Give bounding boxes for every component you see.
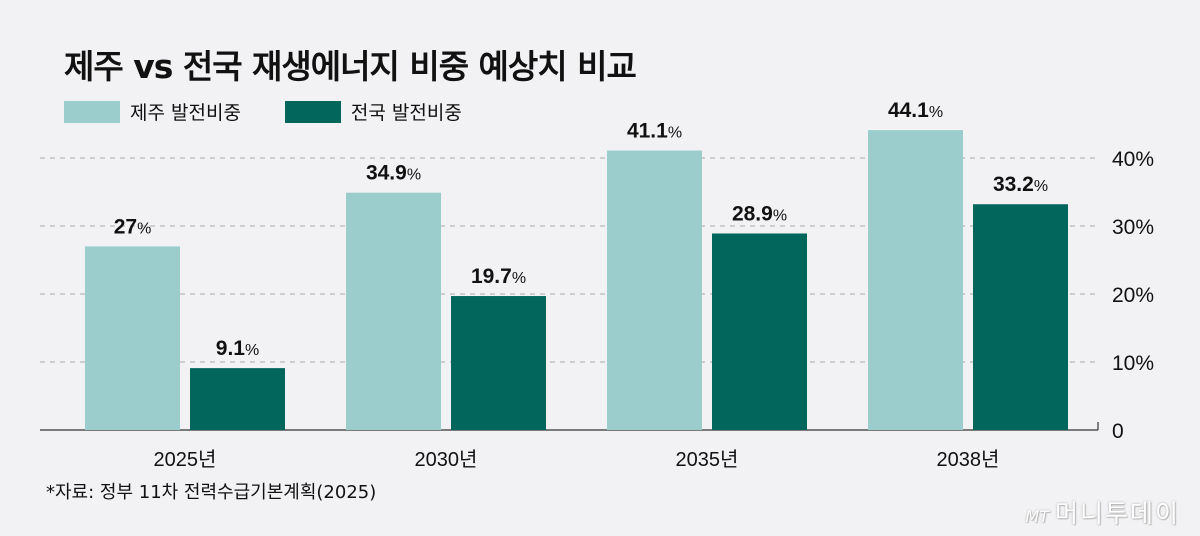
bar-national xyxy=(973,204,1068,430)
bar-national xyxy=(712,233,807,430)
data-label: 19.7% xyxy=(471,265,526,288)
data-label: 34.9% xyxy=(366,162,421,185)
bar-jeju xyxy=(868,130,963,430)
data-label: 9.1% xyxy=(216,337,259,360)
legend-item-national: 전국 발전비중 xyxy=(284,98,462,125)
bar-jeju xyxy=(607,150,702,430)
legend-label-jeju: 제주 발전비중 xyxy=(130,102,241,124)
legend-item-jeju: 제주 발전비중 xyxy=(64,98,241,125)
logo-mark: MT xyxy=(1025,507,1049,526)
chart-title: 제주 vs 전국 재생에너지 비중 예상치 비교 xyxy=(64,47,637,86)
source-note: *자료: 정부 11차 전력수급기본계획(2025) xyxy=(46,482,377,503)
data-label: 44.1% xyxy=(888,99,943,122)
y-tick-label: 40% xyxy=(1112,148,1154,171)
legend-swatch-jeju xyxy=(64,100,120,123)
data-label: 33.2% xyxy=(993,173,1048,196)
bar-jeju xyxy=(85,246,180,430)
x-tick-label: 2035년 xyxy=(676,448,739,471)
bar-jeju xyxy=(346,192,441,430)
data-label: 41.1% xyxy=(627,120,682,143)
bar-national xyxy=(451,296,546,430)
y-tick-label: 0 xyxy=(1112,420,1124,443)
x-tick-label: 2025년 xyxy=(154,448,217,471)
data-label: 28.9% xyxy=(732,202,787,225)
data-label: 27% xyxy=(114,215,152,238)
x-tick-label: 2038년 xyxy=(937,448,1000,471)
bar-national xyxy=(190,368,285,430)
y-tick-label: 20% xyxy=(1112,284,1154,307)
x-tick-label: 2030년 xyxy=(415,448,478,471)
y-tick-label: 10% xyxy=(1112,352,1154,375)
y-tick-label: 30% xyxy=(1112,216,1154,239)
legend-swatch-national xyxy=(284,100,341,123)
legend-label-national: 전국 발전비중 xyxy=(350,102,462,124)
legend: 제주 발전비중 전국 발전비중 xyxy=(64,98,462,125)
logo: MT 머니투데이 xyxy=(1025,494,1180,530)
logo-text: 머니투데이 xyxy=(1054,499,1180,528)
